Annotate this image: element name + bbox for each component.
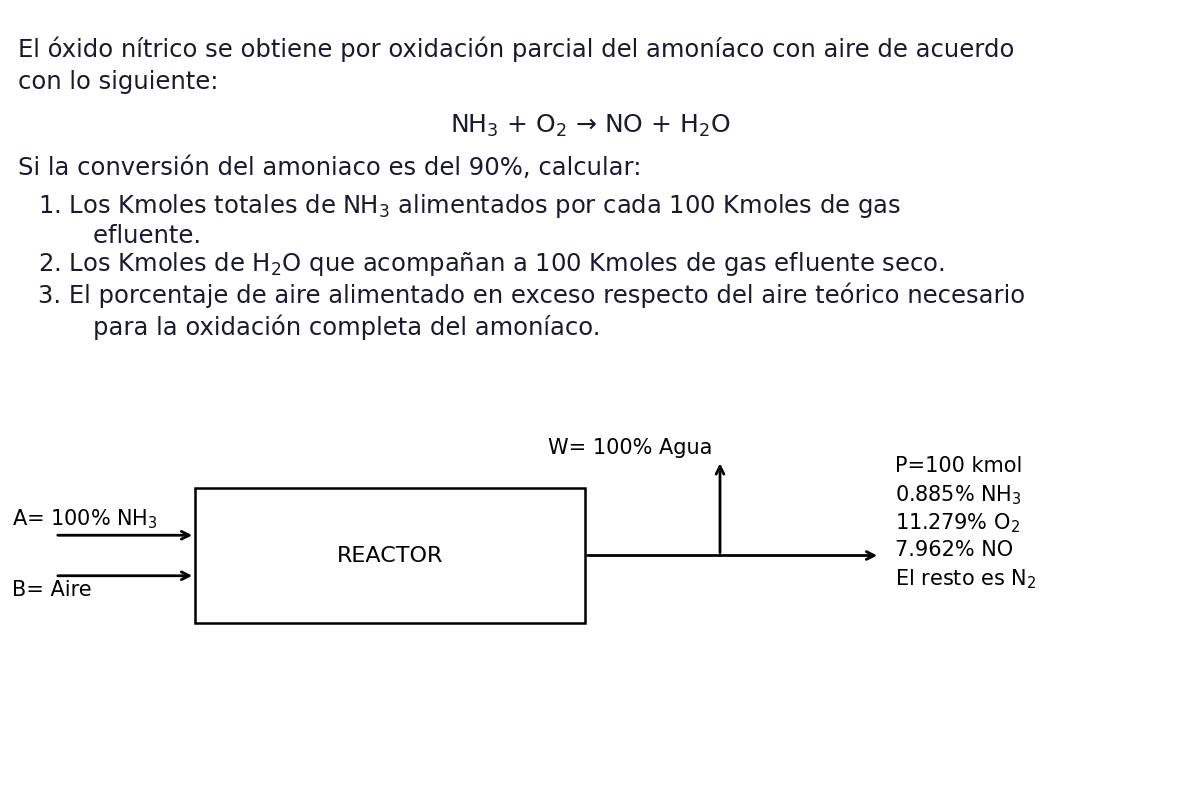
Text: REACTOR: REACTOR <box>336 546 444 566</box>
Text: 2. Los Kmoles de H$_2$O que acompañan a 100 Kmoles de gas efluente seco.: 2. Los Kmoles de H$_2$O que acompañan a … <box>38 250 945 278</box>
Text: para la oxidación completa del amoníaco.: para la oxidación completa del amoníaco. <box>63 314 601 339</box>
Text: B= Aire: B= Aire <box>12 580 92 600</box>
Text: El óxido nítrico se obtiene por oxidación parcial del amoníaco con aire de acuer: El óxido nítrico se obtiene por oxidació… <box>18 36 1015 61</box>
Text: 1. Los Kmoles totales de NH$_3$ alimentados por cada 100 Kmoles de gas: 1. Los Kmoles totales de NH$_3$ alimenta… <box>38 192 900 220</box>
Text: 3. El porcentaje de aire alimentado en exceso respecto del aire teórico necesari: 3. El porcentaje de aire alimentado en e… <box>38 282 1025 307</box>
Text: P=100 kmol: P=100 kmol <box>894 456 1022 476</box>
Text: NH$_3$ + O$_2$ → NO + H$_2$O: NH$_3$ + O$_2$ → NO + H$_2$O <box>450 113 730 139</box>
Text: W= 100% Agua: W= 100% Agua <box>548 438 712 459</box>
Text: El resto es N$_2$: El resto es N$_2$ <box>894 567 1036 591</box>
Text: 7.962% NO: 7.962% NO <box>894 539 1014 559</box>
Bar <box>195 488 585 623</box>
Text: 0.885% NH$_3$: 0.885% NH$_3$ <box>894 484 1022 507</box>
Text: con lo siguiente:: con lo siguiente: <box>18 70 218 94</box>
Text: 11.279% O$_2$: 11.279% O$_2$ <box>894 512 1020 535</box>
Text: efluente.: efluente. <box>63 224 201 248</box>
Text: Si la conversión del amoniaco es del 90%, calcular:: Si la conversión del amoniaco es del 90%… <box>18 156 642 180</box>
Text: A= 100% NH$_3$: A= 100% NH$_3$ <box>12 508 157 531</box>
